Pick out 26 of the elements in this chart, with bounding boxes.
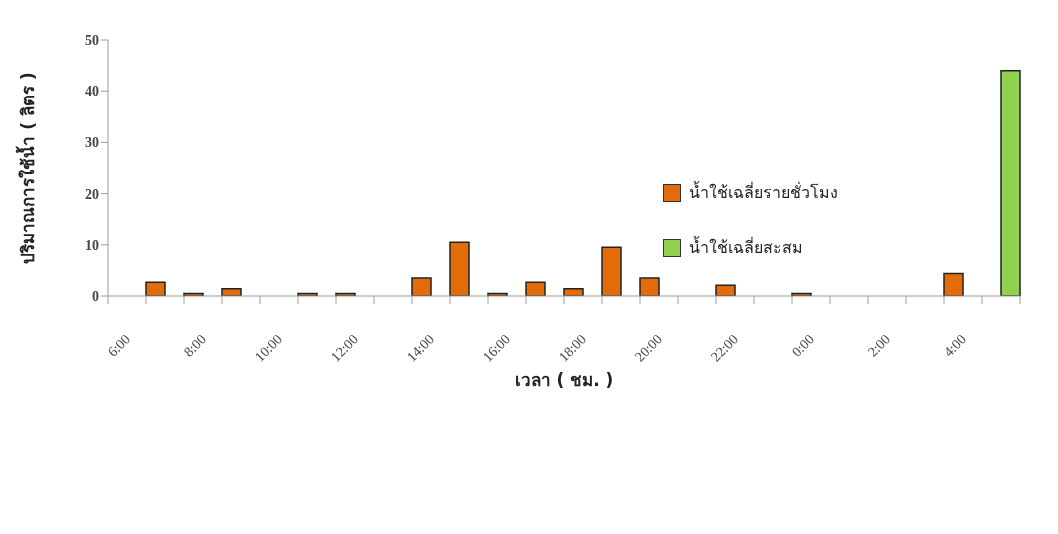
bar — [1000, 69, 1021, 296]
bar — [715, 284, 736, 296]
bar — [601, 246, 622, 296]
y-tick-label: 30 — [85, 135, 99, 151]
y-axis-title: ปริมาณการใช้น้ำ ( ลิตร ) — [15, 72, 39, 264]
bar — [525, 281, 546, 296]
x-tick-label: 4:00 — [940, 331, 970, 360]
bar — [563, 288, 584, 296]
bar — [145, 281, 166, 296]
bar — [411, 277, 432, 296]
x-tick-label: 6:00 — [104, 331, 134, 360]
y-tick-label: 50 — [85, 32, 99, 48]
bar — [639, 277, 660, 296]
legend-label: น้ำใช้เฉลี่ยรายชั่วโมง — [689, 180, 838, 204]
y-tick-label: 20 — [85, 186, 99, 202]
x-tick-label: 2:00 — [864, 331, 894, 360]
x-tick-label: 0:00 — [788, 331, 818, 360]
bar — [449, 241, 470, 296]
legend-label: น้ำใช้เฉลี่ยสะสม — [689, 235, 803, 259]
x-axis-title: เวลา ( ชม. ) — [514, 370, 614, 390]
bar — [221, 288, 242, 296]
x-tick-label: 8:00 — [180, 331, 210, 360]
y-tick-label: 40 — [85, 84, 99, 100]
bar — [943, 272, 964, 296]
y-tick-label: 0 — [92, 288, 99, 304]
y-tick-label: 10 — [85, 237, 99, 253]
